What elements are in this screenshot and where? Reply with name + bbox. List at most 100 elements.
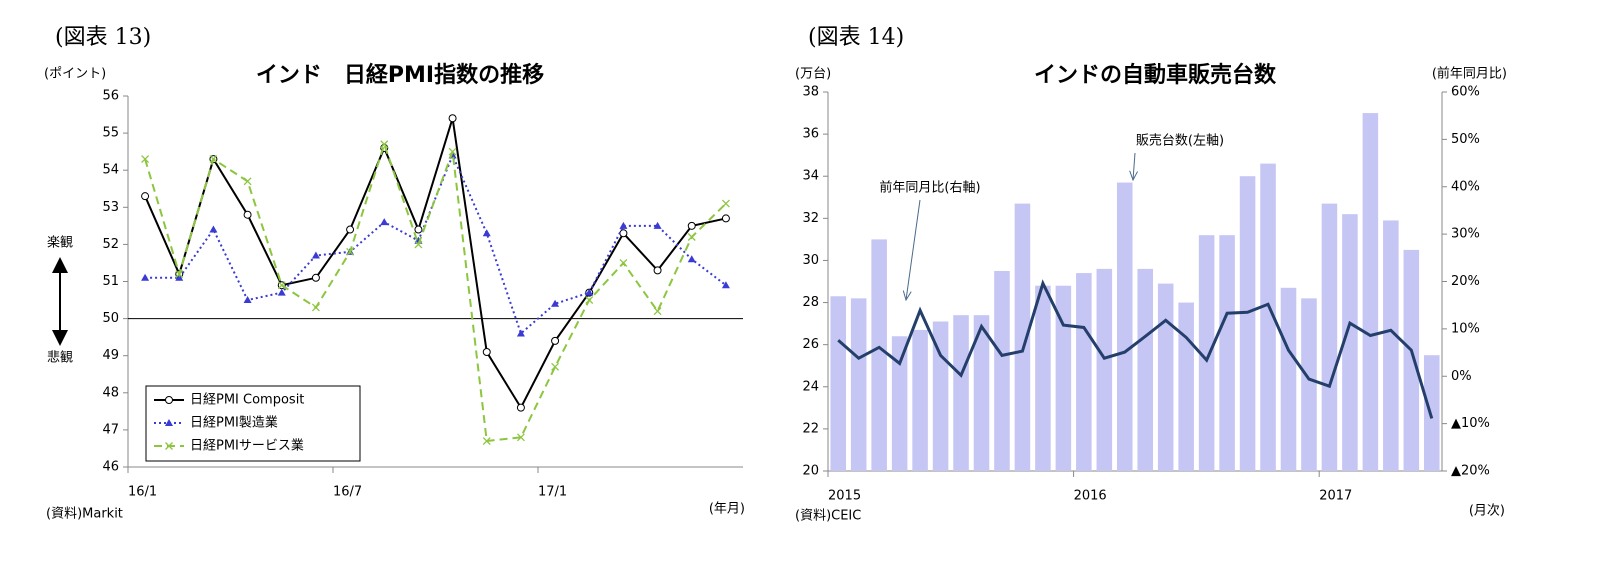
y-tick-label: 36	[802, 127, 819, 142]
point	[482, 229, 491, 237]
y2-tick-label: ▲10%	[1451, 416, 1490, 431]
point	[311, 303, 320, 312]
y-tick-label: 38	[802, 85, 819, 100]
y-tick-label: 34	[802, 169, 819, 184]
x-tick-label: 2016	[1074, 489, 1107, 504]
bar	[1301, 298, 1317, 471]
x-tick-label: 17/1	[538, 485, 567, 500]
point	[721, 214, 730, 223]
y2-tick-label: 20%	[1451, 274, 1480, 289]
point	[277, 281, 286, 290]
bar	[1157, 283, 1174, 471]
bar	[953, 315, 969, 471]
point	[516, 433, 525, 442]
point	[175, 270, 184, 279]
y2-tick-label: 10%	[1451, 321, 1480, 336]
point	[551, 336, 560, 345]
bar	[1362, 113, 1379, 472]
y-tick-label: 28	[802, 295, 819, 310]
caption: (図表 13)	[55, 25, 151, 50]
chart-title: インド 日経PMI指数の推移	[256, 62, 544, 88]
point	[619, 221, 628, 229]
point	[277, 288, 286, 296]
bar	[1342, 214, 1358, 471]
point	[414, 240, 423, 249]
point	[551, 299, 560, 307]
point	[721, 281, 730, 289]
x-unit: (年月)	[709, 502, 745, 517]
bar	[830, 296, 847, 471]
y-tick-label: 50	[102, 311, 119, 326]
series-line	[144, 117, 727, 410]
chart-13: (図表 13) インド 日経PMI指数の推移 (ポイント) 楽観 悲観 (年月)…	[44, 25, 745, 522]
point	[141, 273, 150, 281]
point	[687, 233, 696, 241]
annotation: 楽観	[47, 235, 73, 251]
bar	[1198, 235, 1215, 471]
y-unit: (ポイント)	[44, 67, 106, 82]
point	[448, 147, 457, 156]
y-tick-label: 46	[102, 460, 119, 475]
bar	[1423, 355, 1440, 471]
point	[448, 114, 457, 123]
bar	[891, 336, 908, 471]
point	[585, 296, 594, 305]
point	[653, 266, 662, 275]
y-tick-label: 32	[802, 211, 819, 226]
point	[209, 155, 218, 164]
point	[243, 296, 252, 304]
chart-title: インドの自動車販売台数	[1034, 62, 1277, 88]
bar	[1383, 220, 1399, 471]
y-tick-label: 55	[102, 126, 119, 141]
legend-box	[145, 385, 361, 462]
bar	[871, 239, 887, 471]
y-tick-label: 30	[802, 253, 819, 268]
y2-tick-label: 60%	[1451, 85, 1480, 100]
legend-label: 日経PMIサービス業	[190, 438, 304, 454]
bar	[1055, 285, 1072, 471]
y2-tick-label: ▲20%	[1451, 464, 1490, 479]
point	[516, 329, 525, 337]
point	[311, 273, 320, 282]
y-tick-label: 54	[102, 163, 119, 178]
bar	[1239, 176, 1256, 471]
bar	[1076, 273, 1092, 471]
legend-marker	[165, 419, 173, 426]
legend-marker	[165, 442, 173, 450]
x-tick-label: 2015	[828, 489, 861, 504]
y-tick-label: 51	[102, 274, 119, 289]
point	[687, 221, 696, 230]
bar	[994, 270, 1010, 471]
series-line	[144, 141, 727, 443]
y-tick-label: 22	[802, 421, 819, 436]
point	[619, 258, 628, 267]
x-tick-label: 2017	[1319, 489, 1352, 504]
y2-tick-label: 0%	[1451, 369, 1472, 384]
bar	[1178, 302, 1194, 471]
y2-tick-label: 40%	[1451, 179, 1480, 194]
y2-tick-label: 50%	[1451, 132, 1480, 147]
point	[551, 362, 560, 371]
legend-label: 日経PMI製造業	[190, 415, 278, 431]
point	[619, 229, 628, 238]
y-tick-label: 53	[102, 200, 119, 215]
y-unit: (万台)	[795, 67, 831, 82]
point	[311, 251, 320, 259]
y-tick-label: 52	[102, 237, 119, 252]
point	[687, 255, 696, 263]
annotation-arrow	[1133, 152, 1135, 180]
point	[516, 403, 525, 412]
point	[585, 288, 594, 296]
point	[141, 155, 150, 164]
point	[482, 437, 491, 445]
point	[380, 140, 389, 149]
bar	[850, 298, 867, 471]
bar	[1035, 285, 1051, 471]
y2-unit: (前年同月比)	[1432, 66, 1507, 82]
point	[653, 307, 662, 316]
point	[721, 199, 730, 208]
x-tick-label: 16/7	[333, 485, 362, 500]
series-annotation: 前年同月比(右軸)	[879, 180, 980, 196]
point	[346, 247, 355, 256]
y-tick-label: 24	[802, 379, 819, 394]
